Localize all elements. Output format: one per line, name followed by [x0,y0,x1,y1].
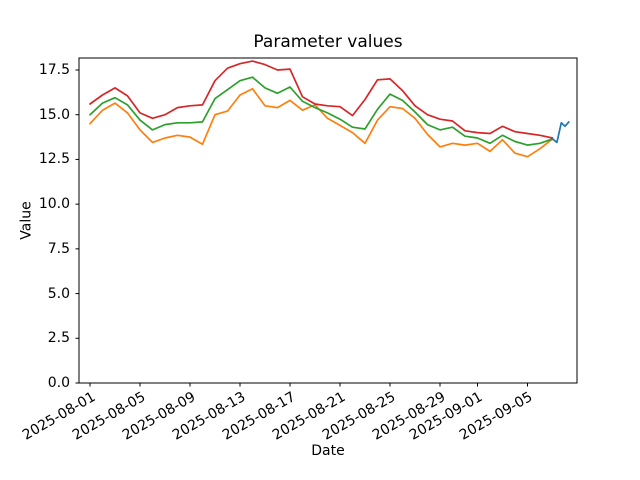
red-line [89,60,554,139]
green-line [89,76,554,146]
y-tick-label: 12.5 [38,151,70,168]
y-tick-label: 0.0 [47,375,70,391]
chart-title: Parameter values [253,32,403,52]
y-tick-label: 7.5 [47,240,70,257]
axes-spines [78,57,578,384]
y-tick-label: 15.0 [38,106,70,123]
y-tick-label: 2.5 [47,330,70,347]
y-tick-label: 10.0 [38,196,70,213]
y-tick-label: 17.5 [38,62,70,78]
orange-line [89,87,554,158]
y-tick-label: 5.0 [47,285,70,302]
x-axis-label: Date [311,443,345,459]
blue-line [551,121,570,144]
